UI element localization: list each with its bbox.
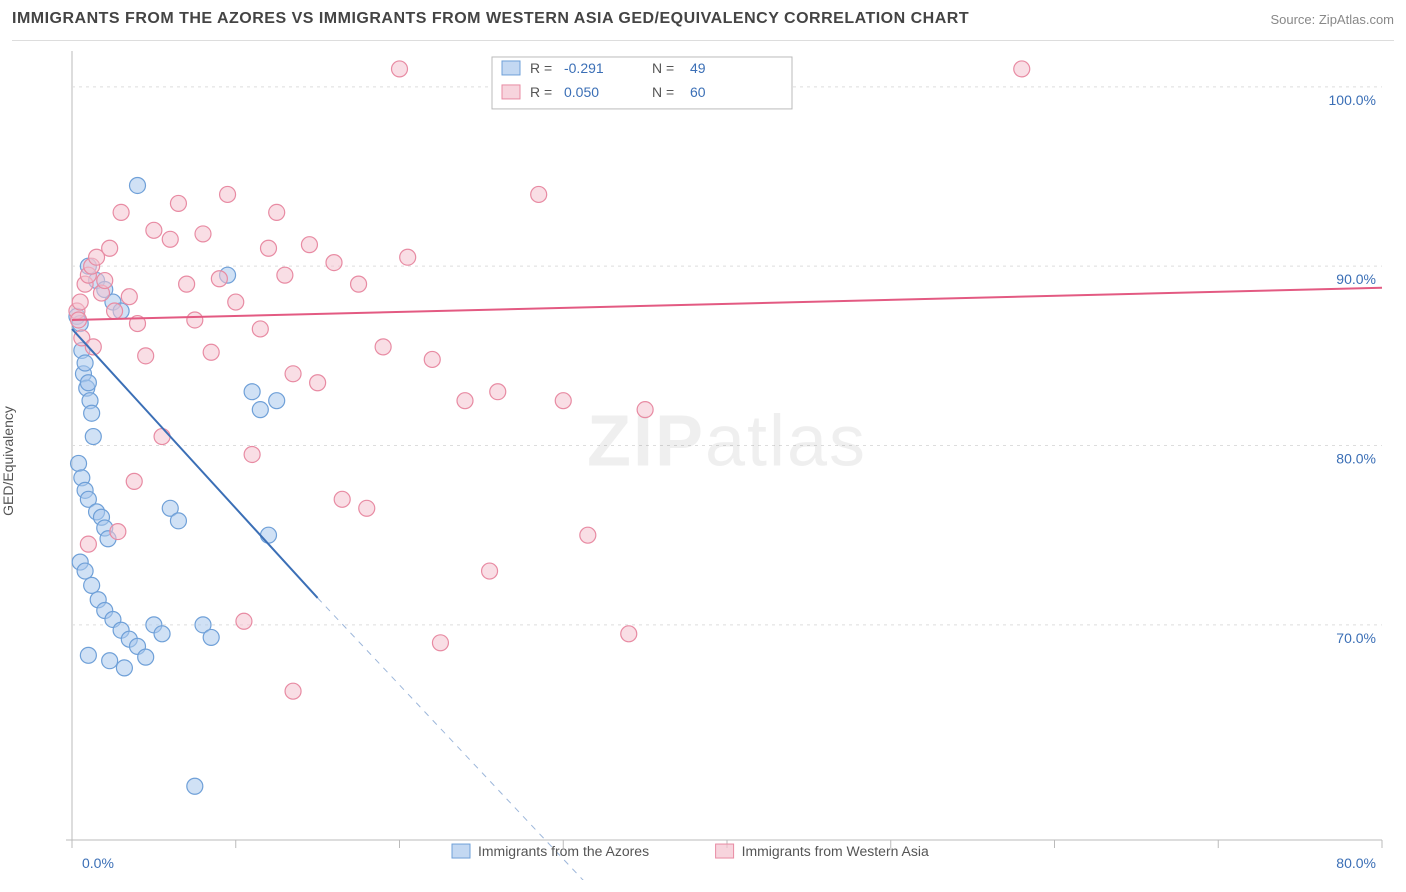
legend-n-value: 60	[690, 84, 706, 100]
data-point	[102, 240, 118, 256]
data-point	[637, 402, 653, 418]
data-point	[326, 255, 342, 271]
data-point	[85, 429, 101, 445]
data-point	[424, 351, 440, 367]
x-tick-label: 80.0%	[1336, 855, 1376, 871]
data-point	[432, 635, 448, 651]
data-point	[457, 393, 473, 409]
data-point	[71, 455, 87, 471]
regression-line	[72, 288, 1382, 320]
data-point	[252, 402, 268, 418]
data-point	[277, 267, 293, 283]
data-point	[310, 375, 326, 391]
data-point	[211, 271, 227, 287]
data-point	[138, 649, 154, 665]
regression-line-ext	[318, 598, 596, 880]
data-point	[269, 204, 285, 220]
regression-line	[72, 329, 318, 598]
y-tick-label: 80.0%	[1336, 451, 1376, 467]
legend-swatch	[716, 844, 734, 858]
data-point	[72, 294, 88, 310]
data-point	[1014, 61, 1030, 77]
chart-title: IMMIGRANTS FROM THE AZORES VS IMMIGRANTS…	[12, 10, 969, 27]
data-point	[130, 177, 146, 193]
data-point	[555, 393, 571, 409]
data-point	[269, 393, 285, 409]
legend-r-label: R =	[530, 60, 552, 76]
data-point	[621, 626, 637, 642]
data-point	[84, 405, 100, 421]
source-label: Source: ZipAtlas.com	[1270, 12, 1394, 27]
data-point	[162, 231, 178, 247]
data-point	[138, 348, 154, 364]
data-point	[228, 294, 244, 310]
data-point	[531, 186, 547, 202]
data-point	[80, 375, 96, 391]
data-point	[285, 366, 301, 382]
data-point	[375, 339, 391, 355]
data-point	[97, 273, 113, 289]
legend-r-value: -0.291	[564, 60, 604, 76]
x-tick-label: 0.0%	[82, 855, 114, 871]
data-point	[334, 491, 350, 507]
data-point	[126, 473, 142, 489]
legend-n-label: N =	[652, 60, 674, 76]
data-point	[220, 186, 236, 202]
scatter-chart: 70.0% 80.0% 90.0% 100.0% 0.0% 80.0% ZIPatlas R …	[52, 41, 1394, 880]
y-axis-label: GED/Equivalency	[0, 406, 16, 516]
legend-swatch	[502, 61, 520, 75]
legend-series-label: Immigrants from the Azores	[478, 843, 649, 859]
data-point	[203, 344, 219, 360]
data-point	[351, 276, 367, 292]
data-point	[121, 289, 137, 305]
legend-n-value: 49	[690, 60, 706, 76]
y-tick-label: 90.0%	[1336, 271, 1376, 287]
data-point	[187, 312, 203, 328]
data-point	[490, 384, 506, 400]
data-point	[154, 429, 170, 445]
data-point	[261, 240, 277, 256]
data-point	[102, 653, 118, 669]
data-point	[110, 524, 126, 540]
data-point	[392, 61, 408, 77]
y-tick-label: 70.0%	[1336, 630, 1376, 646]
data-point	[80, 536, 96, 552]
data-point	[482, 563, 498, 579]
y-tick-label: 100.0%	[1329, 92, 1376, 108]
data-point	[146, 222, 162, 238]
data-point	[80, 647, 96, 663]
data-point	[261, 527, 277, 543]
data-point	[400, 249, 416, 265]
data-point	[170, 513, 186, 529]
data-point	[116, 660, 132, 676]
legend-swatch	[502, 85, 520, 99]
watermark: ZIPatlas	[587, 402, 867, 482]
data-point	[285, 683, 301, 699]
legend-r-label: R =	[530, 84, 552, 100]
data-point	[244, 446, 260, 462]
data-point	[203, 629, 219, 645]
data-point	[187, 778, 203, 794]
data-point	[301, 237, 317, 253]
data-point	[179, 276, 195, 292]
data-point	[113, 204, 129, 220]
data-point	[154, 626, 170, 642]
data-point	[77, 355, 93, 371]
data-point	[170, 195, 186, 211]
legend-r-value: 0.050	[564, 84, 599, 100]
data-point	[359, 500, 375, 516]
data-point	[107, 303, 123, 319]
data-point	[252, 321, 268, 337]
data-point	[84, 577, 100, 593]
data-point	[195, 226, 211, 242]
data-point	[244, 384, 260, 400]
data-point	[236, 613, 252, 629]
legend-n-label: N =	[652, 84, 674, 100]
data-point	[580, 527, 596, 543]
legend-swatch	[452, 844, 470, 858]
data-point	[77, 563, 93, 579]
legend-series-label: Immigrants from Western Asia	[742, 843, 929, 859]
